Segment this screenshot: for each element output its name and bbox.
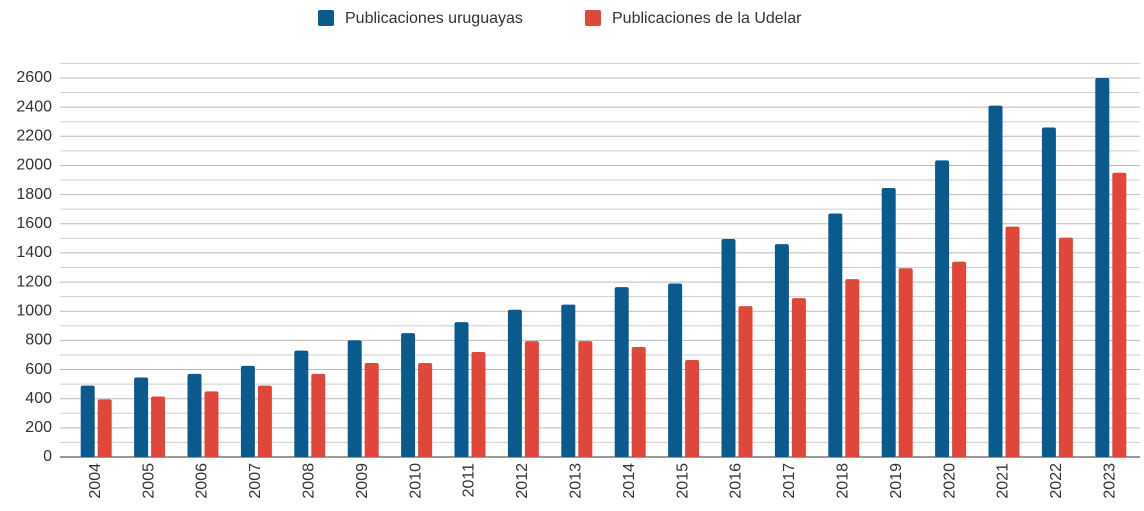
bar <box>418 362 433 457</box>
y-tick-label: 600 <box>25 361 52 378</box>
x-tick-label: 2012 <box>514 463 531 499</box>
x-tick-label: 2014 <box>621 463 638 499</box>
y-tick-label: 2200 <box>16 128 52 145</box>
bar <box>347 340 362 457</box>
y-tick-label: 400 <box>25 390 52 407</box>
bar <box>845 279 860 457</box>
bar <box>187 373 202 457</box>
bar <box>1005 226 1020 457</box>
bar <box>294 350 309 457</box>
x-tick-label: 2018 <box>835 463 852 499</box>
x-tick-label: 2008 <box>301 463 318 499</box>
bar <box>828 213 843 457</box>
x-tick-label: 2006 <box>194 463 211 499</box>
bar <box>685 360 700 457</box>
bar <box>401 333 416 457</box>
y-tick-label: 2400 <box>16 98 52 115</box>
bar <box>454 322 469 457</box>
x-tick-label: 2021 <box>995 463 1012 499</box>
bar <box>204 391 219 457</box>
y-tick-label: 2000 <box>16 157 52 174</box>
bar <box>578 341 593 457</box>
bar <box>151 396 166 457</box>
bar <box>134 377 149 457</box>
x-tick-label: 2011 <box>461 463 478 498</box>
x-tick-label: 2013 <box>568 463 585 499</box>
bar <box>240 365 255 457</box>
x-tick-label: 2009 <box>354 463 371 499</box>
bar <box>471 352 486 457</box>
bar <box>668 283 683 457</box>
x-tick-label: 2004 <box>87 463 104 499</box>
bar <box>631 346 646 457</box>
legend-label: Publicaciones uruguayas <box>345 10 523 27</box>
bar <box>1095 77 1110 457</box>
bar <box>1058 237 1073 457</box>
y-tick-label: 1400 <box>16 244 52 261</box>
y-tick-label: 800 <box>25 332 52 349</box>
bar <box>311 373 326 457</box>
bar <box>97 399 112 457</box>
bar <box>935 160 950 457</box>
bar <box>791 298 806 457</box>
y-tick-label: 1000 <box>16 302 52 319</box>
bar <box>364 362 379 457</box>
bar <box>898 268 913 457</box>
legend-swatch <box>318 10 334 26</box>
bar <box>952 261 967 457</box>
x-tick-label: 2020 <box>941 463 958 499</box>
x-tick-label: 2010 <box>407 463 424 499</box>
x-tick-label: 2016 <box>728 463 745 499</box>
bar <box>721 239 736 457</box>
y-tick-label: 0 <box>43 448 52 465</box>
x-tick-label: 2015 <box>674 463 691 499</box>
bar <box>257 385 272 457</box>
bar <box>80 385 95 457</box>
y-tick-label: 1200 <box>16 273 52 290</box>
bar <box>738 306 753 457</box>
bar <box>561 304 576 457</box>
bar <box>1041 127 1056 457</box>
legend-swatch <box>585 10 601 26</box>
y-tick-label: 1600 <box>16 215 52 232</box>
y-tick-label: 1800 <box>16 186 52 203</box>
y-tick-label: 2600 <box>16 69 52 86</box>
legend-label: Publicaciones de la Udelar <box>612 10 802 27</box>
y-tick-label: 200 <box>25 419 52 436</box>
bar <box>1112 172 1127 457</box>
bar <box>524 341 539 457</box>
bar <box>507 309 522 457</box>
x-tick-label: 2023 <box>1102 463 1119 499</box>
bar <box>881 188 896 458</box>
x-tick-label: 2017 <box>781 463 798 499</box>
bar <box>614 287 629 457</box>
bar <box>774 244 789 457</box>
x-tick-label: 2007 <box>247 463 264 499</box>
bar <box>988 105 1003 458</box>
x-tick-label: 2019 <box>888 463 905 499</box>
x-tick-label: 2022 <box>1048 463 1065 499</box>
x-tick-label: 2005 <box>140 463 157 499</box>
